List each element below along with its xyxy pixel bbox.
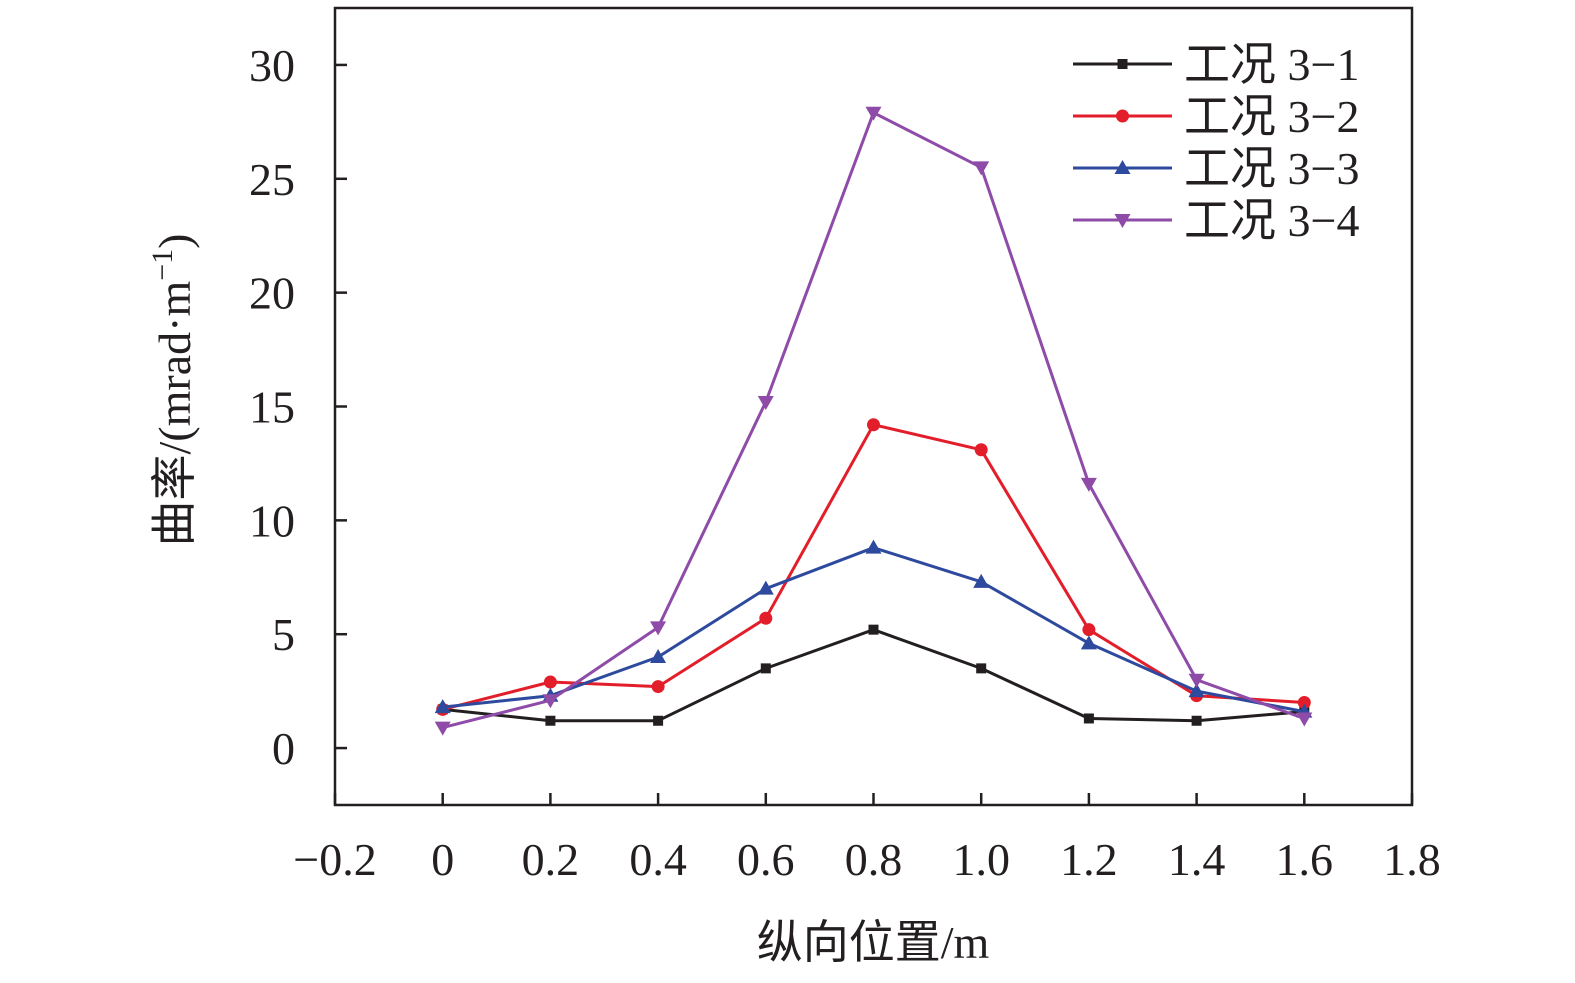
data-point [974,443,988,457]
y-tick-label: 30 [249,40,295,91]
legend: 工况 3−1工况 3−2工况 3−3工况 3−4 [1073,39,1359,246]
y-tick-label: 5 [272,609,295,660]
legend-item: 工况 3−1 [1073,39,1359,90]
data-point [1297,696,1311,710]
legend-marker [1117,59,1128,69]
data-point [757,395,774,410]
data-point [865,106,882,121]
series-4 [434,106,1313,736]
y-tick-label: 20 [249,268,295,319]
x-axis-ticks: −0.2 0 0.2 0.4 0.6 0.8 1.0 1.2 1.4 1.6 1.8 [293,793,1441,885]
data-point [867,418,880,432]
data-point [1191,715,1202,726]
data-point [976,663,987,674]
legend-marker [1114,214,1131,228]
x-axis-title: 纵向位置/m [757,917,990,968]
data-point [543,675,557,689]
series-line [442,423,1305,711]
y-tick-label: 25 [249,154,295,205]
data-point [1082,623,1096,637]
legend-label: 工况 3−2 [1184,91,1359,142]
x-tick-label: 1.0 [952,834,1010,885]
legend-label: 工况 3−3 [1184,143,1359,194]
series-1 [437,624,1310,726]
y-tick-label: 10 [249,495,295,546]
data-point [653,715,664,726]
x-tick-label: 1.8 [1383,834,1441,885]
data-point [868,624,879,635]
data-point [542,694,559,709]
series-layer [434,106,1313,736]
data-point [1080,635,1097,650]
series-2 [436,418,1311,716]
data-point [759,611,773,625]
legend-label: 工况 3−4 [1184,195,1359,246]
y-axis-title-superscript: −1 [146,249,179,281]
x-tick-label: 1.6 [1276,834,1334,885]
data-point [1188,673,1205,688]
legend-item: 工况 3−4 [1073,195,1359,246]
x-tick-label: 1.4 [1168,834,1226,885]
y-axis-title: 曲率/(mrad·m−1) [146,234,200,547]
legend-marker [1114,160,1131,174]
data-point [1296,712,1313,727]
data-point [434,699,451,714]
data-point [650,621,667,636]
x-tick-label: 0.8 [845,834,903,885]
data-point [650,648,667,663]
legend-item: 工况 3−3 [1073,143,1359,194]
data-point [434,721,451,736]
data-point [1083,713,1094,724]
y-axis-ticks: 0 5 10 15 20 25 30 [249,40,347,774]
x-tick-label: 0.6 [737,834,795,885]
data-point [973,573,990,588]
x-tick-label: 0.2 [522,834,580,885]
data-point [973,161,990,176]
data-point [757,580,774,595]
data-point [545,715,556,726]
y-axis-title-close: ) [149,234,200,249]
y-tick-label: 15 [249,382,295,433]
x-tick-label: 0.4 [629,834,687,885]
x-tick-label: −0.2 [293,834,376,885]
legend-marker [1116,109,1129,123]
x-tick-label: 1.2 [1060,834,1118,885]
data-point [760,663,771,674]
data-point [865,539,882,554]
data-point [651,680,665,694]
legend-label: 工况 3−1 [1184,39,1359,90]
y-axis-title-main: 曲率/(mrad·m [149,281,200,547]
x-tick-label: 0 [431,834,454,885]
data-point [1188,683,1205,698]
y-tick-label: 0 [272,723,295,774]
data-point [1080,477,1097,492]
legend-item: 工况 3−2 [1073,91,1359,142]
